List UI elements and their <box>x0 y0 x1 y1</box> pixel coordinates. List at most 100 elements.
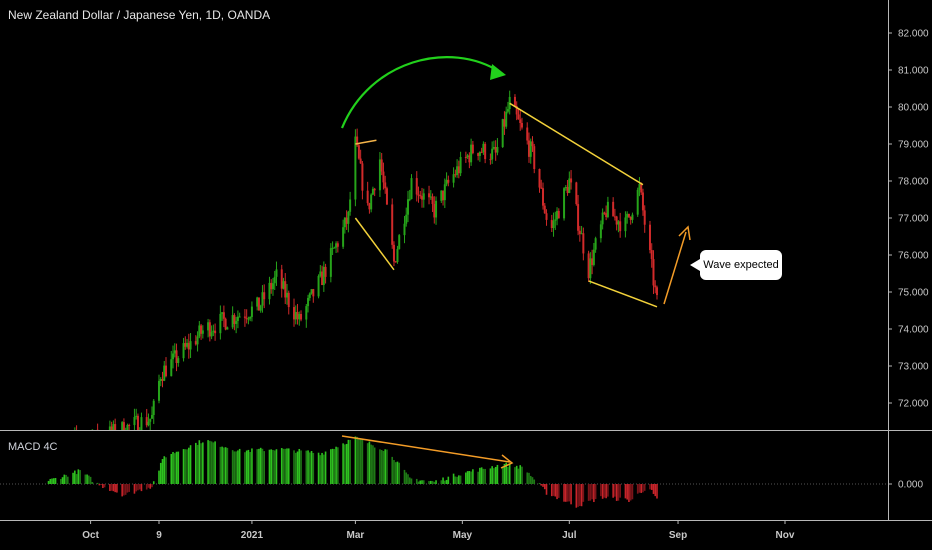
macd-bar <box>433 481 436 484</box>
candle-body <box>629 216 632 220</box>
candle-body <box>128 424 131 426</box>
candle-body <box>422 193 425 200</box>
candle-body <box>324 266 327 277</box>
macd-bar <box>384 449 386 484</box>
macd-bar <box>656 484 658 499</box>
macd-bar <box>545 484 548 495</box>
macd-bar <box>445 479 448 484</box>
macd-bar <box>65 474 67 484</box>
macd-bar <box>158 470 160 484</box>
candle-body <box>210 332 213 337</box>
candle-body <box>98 436 100 440</box>
candle-body <box>378 159 381 191</box>
macd-bar <box>186 449 188 484</box>
trendline-2 <box>354 217 395 271</box>
macd-bar <box>528 472 530 484</box>
macd-bar <box>382 450 385 484</box>
macd-bar <box>75 474 78 484</box>
candle-body <box>542 188 545 206</box>
macd-bar <box>640 484 643 493</box>
candle-body <box>256 297 259 307</box>
macd-bar <box>323 454 325 484</box>
candle-body <box>435 200 438 218</box>
candle-body <box>286 292 288 298</box>
macd-bar <box>396 461 399 484</box>
trendline-3 <box>509 102 644 186</box>
macd-bar <box>442 477 444 484</box>
macd-bar <box>337 447 339 484</box>
macd-bar <box>223 447 225 484</box>
candle-body <box>173 350 176 354</box>
candle-body <box>361 163 364 191</box>
price-tick-label: 80.000 <box>898 103 929 114</box>
candle-body <box>62 444 64 449</box>
candle-body <box>90 438 92 448</box>
macd-bar <box>361 439 364 484</box>
macd-bar <box>345 443 348 484</box>
macd-bar <box>210 441 213 484</box>
green-arrowhead <box>490 64 506 80</box>
macd-bar <box>128 484 130 492</box>
candle-body <box>189 341 192 350</box>
candle-body <box>263 292 266 300</box>
macd-bar <box>321 452 323 484</box>
macd-bar <box>582 484 585 502</box>
candle-body <box>114 424 117 430</box>
macd-indicator-label[interactable]: MACD 4C <box>8 441 58 453</box>
candle-body <box>104 439 106 441</box>
macd-bar <box>579 484 581 506</box>
candle-body <box>243 316 246 318</box>
macd-bar <box>110 484 113 491</box>
macd-bar <box>494 466 497 484</box>
candle-body <box>575 182 578 205</box>
candle-body <box>65 438 67 440</box>
macd-bar <box>244 452 246 484</box>
macd-bar <box>247 449 250 484</box>
macd-bar <box>391 456 394 484</box>
macd-bar <box>86 474 88 484</box>
macd-bar <box>421 480 423 484</box>
candle-body <box>531 141 534 147</box>
candle-body <box>627 213 630 217</box>
macd-bar <box>177 451 180 484</box>
macd-bar <box>470 471 472 484</box>
candle-body <box>491 148 494 160</box>
macd-bar <box>147 484 150 488</box>
macd-bar <box>284 448 287 484</box>
candle-body <box>208 322 211 337</box>
candle-body <box>394 261 397 263</box>
candle-body <box>200 325 203 334</box>
macd-bar <box>209 440 211 484</box>
candle-body <box>392 244 395 262</box>
macd-bar <box>493 468 495 484</box>
candle-body <box>648 224 651 251</box>
candle-body <box>519 119 522 124</box>
macd-bar <box>521 466 523 484</box>
price-tick-label: 73.000 <box>898 362 929 373</box>
candle-body <box>605 213 608 218</box>
candle-body <box>347 211 350 224</box>
macd-bar <box>89 476 92 484</box>
candle-body <box>226 327 229 330</box>
macd-bar <box>444 480 446 484</box>
candle-body <box>233 315 236 324</box>
macd-bar <box>468 471 471 484</box>
macd-bar <box>165 457 167 484</box>
candle-body <box>533 146 536 170</box>
macd-bar <box>310 451 313 484</box>
macd-bar <box>405 472 408 484</box>
macd-bar <box>170 453 173 484</box>
candle-body <box>552 220 555 229</box>
candle-body <box>578 230 581 234</box>
candle-body <box>88 438 90 448</box>
candle-body <box>489 159 492 161</box>
candle-body <box>293 307 296 320</box>
candle-body <box>640 184 643 193</box>
candle-body <box>102 439 104 440</box>
macd-bar <box>319 455 322 484</box>
candle-body <box>470 144 473 163</box>
candle-body <box>370 194 373 210</box>
macd-bar <box>270 449 273 484</box>
